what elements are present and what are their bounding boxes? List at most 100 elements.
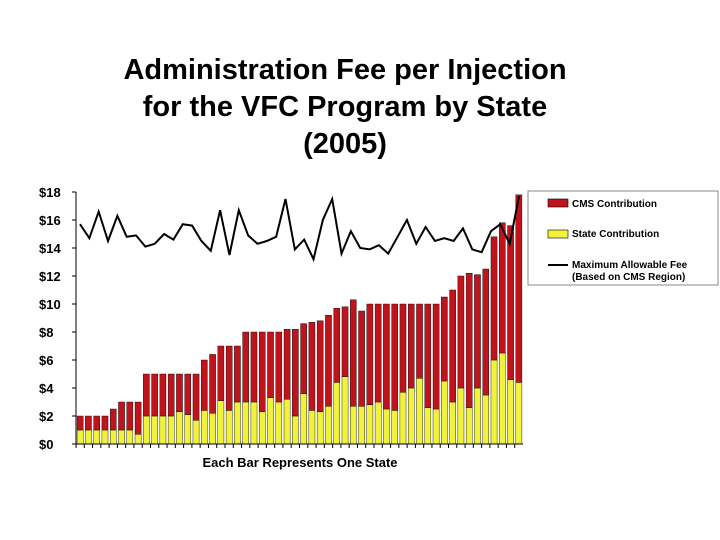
bar-state-contribution (258, 411, 266, 445)
y-tick-label: $0 (39, 437, 53, 452)
legend: CMS Contribution State Contribution Maximu… (527, 190, 719, 286)
bar-cms-contribution (515, 194, 523, 383)
y-tick-label: $4 (39, 381, 54, 396)
bar-cms-contribution (474, 274, 481, 389)
bar-state-contribution (151, 415, 158, 445)
bar-state-contribution (465, 407, 473, 445)
bar-state-contribution (118, 429, 125, 445)
bar-state-contribution (399, 392, 407, 445)
bar-state-contribution (416, 378, 423, 445)
bar-cms-contribution (134, 401, 142, 435)
bar-cms-contribution (482, 268, 490, 396)
bar-state-contribution (499, 352, 506, 445)
bar-state-contribution (441, 380, 448, 445)
y-tick-label: $14 (39, 241, 61, 256)
bar-state-contribution (126, 429, 134, 445)
legend-swatch-cms (547, 198, 569, 208)
bar-cms-contribution (159, 373, 167, 417)
bar-state-contribution (391, 410, 398, 445)
y-tick-label: $10 (39, 297, 61, 312)
bar-cms-contribution (300, 323, 307, 394)
chart-title-line-2: for the VFC Program by State (142, 91, 548, 123)
bar-state-contribution (176, 411, 183, 445)
bar-state-contribution (300, 393, 307, 445)
bar-state-contribution (217, 400, 225, 445)
bar-cms-contribution (499, 222, 506, 354)
axes-group: $0 $2 $4 $6 $8 $10 $12 $14 $16 $18 (39, 185, 523, 452)
bar-cms-contribution (424, 303, 432, 408)
bar-cms-contribution (308, 322, 316, 411)
legend-label-max-fee-note: (Based on CMS Region) (572, 272, 685, 283)
bar-state-contribution (283, 399, 291, 445)
max-fee-line (79, 195, 520, 263)
bar-state-contribution (192, 420, 200, 445)
bar-state-contribution (482, 394, 490, 445)
bar-cms-contribution (258, 331, 266, 413)
y-tick-label: $6 (39, 353, 53, 368)
bar-cms-contribution (449, 289, 456, 403)
bar-cms-contribution (490, 236, 498, 361)
bar-cms-contribution (383, 303, 390, 410)
bar-state-contribution (515, 382, 523, 445)
bar-cms-contribution (283, 329, 291, 400)
bar-state-contribution (507, 379, 514, 445)
bar-cms-contribution (126, 401, 134, 431)
bar-state-contribution (225, 410, 233, 445)
legend-swatch-state (547, 229, 569, 239)
bar-cms-contribution (143, 373, 150, 417)
bar-cms-contribution (366, 303, 374, 406)
bar-state-contribution (143, 415, 150, 445)
max-fee-line-group (79, 195, 520, 263)
bar-state-contribution (167, 415, 175, 445)
bar-state-contribution (407, 387, 415, 445)
bar-cms-contribution (217, 345, 225, 401)
bar-cms-contribution (407, 303, 415, 389)
bar-cms-contribution (209, 354, 216, 414)
bar-state-contribution (325, 406, 332, 445)
bar-cms-contribution (325, 315, 332, 407)
bar-state-contribution (184, 414, 192, 445)
bar-state-contribution (490, 359, 498, 445)
bar-cms-contribution (292, 329, 299, 417)
bar-cms-contribution (432, 303, 440, 410)
y-tick-label: $8 (39, 325, 53, 340)
bar-cms-contribution (176, 373, 183, 412)
bar-cms-contribution (250, 331, 258, 403)
bar-cms-contribution (316, 320, 324, 412)
bar-state-contribution (134, 434, 142, 445)
bar-cms-contribution (184, 373, 192, 415)
bar-cms-contribution (167, 373, 175, 417)
bar-state-contribution (93, 429, 100, 445)
bar-cms-contribution (151, 373, 158, 417)
x-axis-label: Each Bar Represents One State (202, 455, 397, 470)
bar-state-contribution (159, 415, 167, 445)
bar-state-contribution (109, 429, 117, 445)
legend-label-cms: CMS Contribution (572, 199, 657, 210)
y-tick-label: $18 (39, 185, 61, 200)
bar-state-contribution (85, 429, 92, 445)
bar-cms-contribution (358, 310, 365, 407)
bar-state-contribution (275, 401, 283, 445)
bar-cms-contribution (341, 306, 349, 377)
bar-state-contribution (383, 408, 390, 445)
bar-cms-contribution (76, 415, 84, 431)
bar-state-contribution (292, 415, 299, 445)
bar-cms-contribution (101, 415, 109, 431)
bar-cms-contribution (399, 303, 407, 393)
y-tick-label: $12 (39, 269, 61, 284)
bar-state-contribution (250, 401, 258, 445)
chart-title: Administration Fee per Injection for the… (0, 52, 690, 163)
bar-state-contribution (457, 387, 465, 445)
bar-cms-contribution (201, 359, 208, 411)
bar-cms-contribution (416, 303, 423, 379)
bar-cms-contribution (85, 415, 92, 431)
bar-cms-contribution (109, 408, 117, 431)
legend-label-max-fee: Maximum Allowable Fee (572, 260, 688, 271)
bar-cms-contribution (275, 331, 283, 403)
bar-state-contribution (209, 413, 216, 445)
bar-state-contribution (424, 407, 432, 445)
bar-cms-contribution (267, 331, 274, 399)
bar-state-contribution (366, 404, 374, 445)
bar-cms-contribution (333, 308, 341, 383)
